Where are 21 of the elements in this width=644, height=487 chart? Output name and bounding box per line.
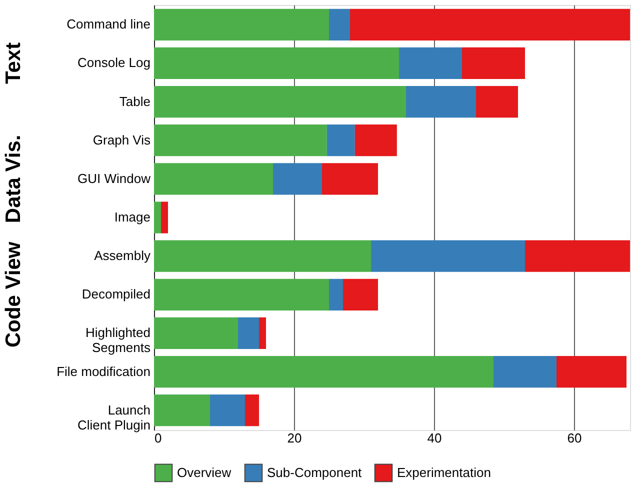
y-tick-label: Command line	[66, 16, 150, 32]
x-tick-label: 60	[567, 430, 582, 446]
y-tick-label: Launch Client Plugin	[78, 402, 150, 432]
y-tick-label: Assembly	[94, 248, 151, 264]
y-tick-label: Graph Vis	[92, 132, 151, 148]
legend-label: Sub-Component	[267, 464, 362, 480]
y-tick-label: Highlighted Segments	[85, 325, 151, 356]
text: Code View	[2, 241, 25, 348]
y-tick-label: Decompiled	[82, 286, 150, 302]
y-tick-label: Console Log	[78, 55, 150, 70]
text: Text	[2, 42, 25, 84]
x-tick-label: 40	[427, 430, 442, 446]
text: Data Vis.	[2, 134, 25, 224]
legend-label: Experimentation	[397, 464, 491, 480]
y-tick-label: GUI Window	[78, 170, 152, 186]
y-tick-label: File modification	[56, 364, 150, 379]
legend-label: Overview	[177, 464, 232, 480]
y-tick-label: Image	[114, 210, 150, 224]
x-tick-label: 20	[287, 430, 302, 446]
y-tick-label: Table	[119, 94, 150, 109]
x-tick-label: 0	[154, 430, 162, 446]
